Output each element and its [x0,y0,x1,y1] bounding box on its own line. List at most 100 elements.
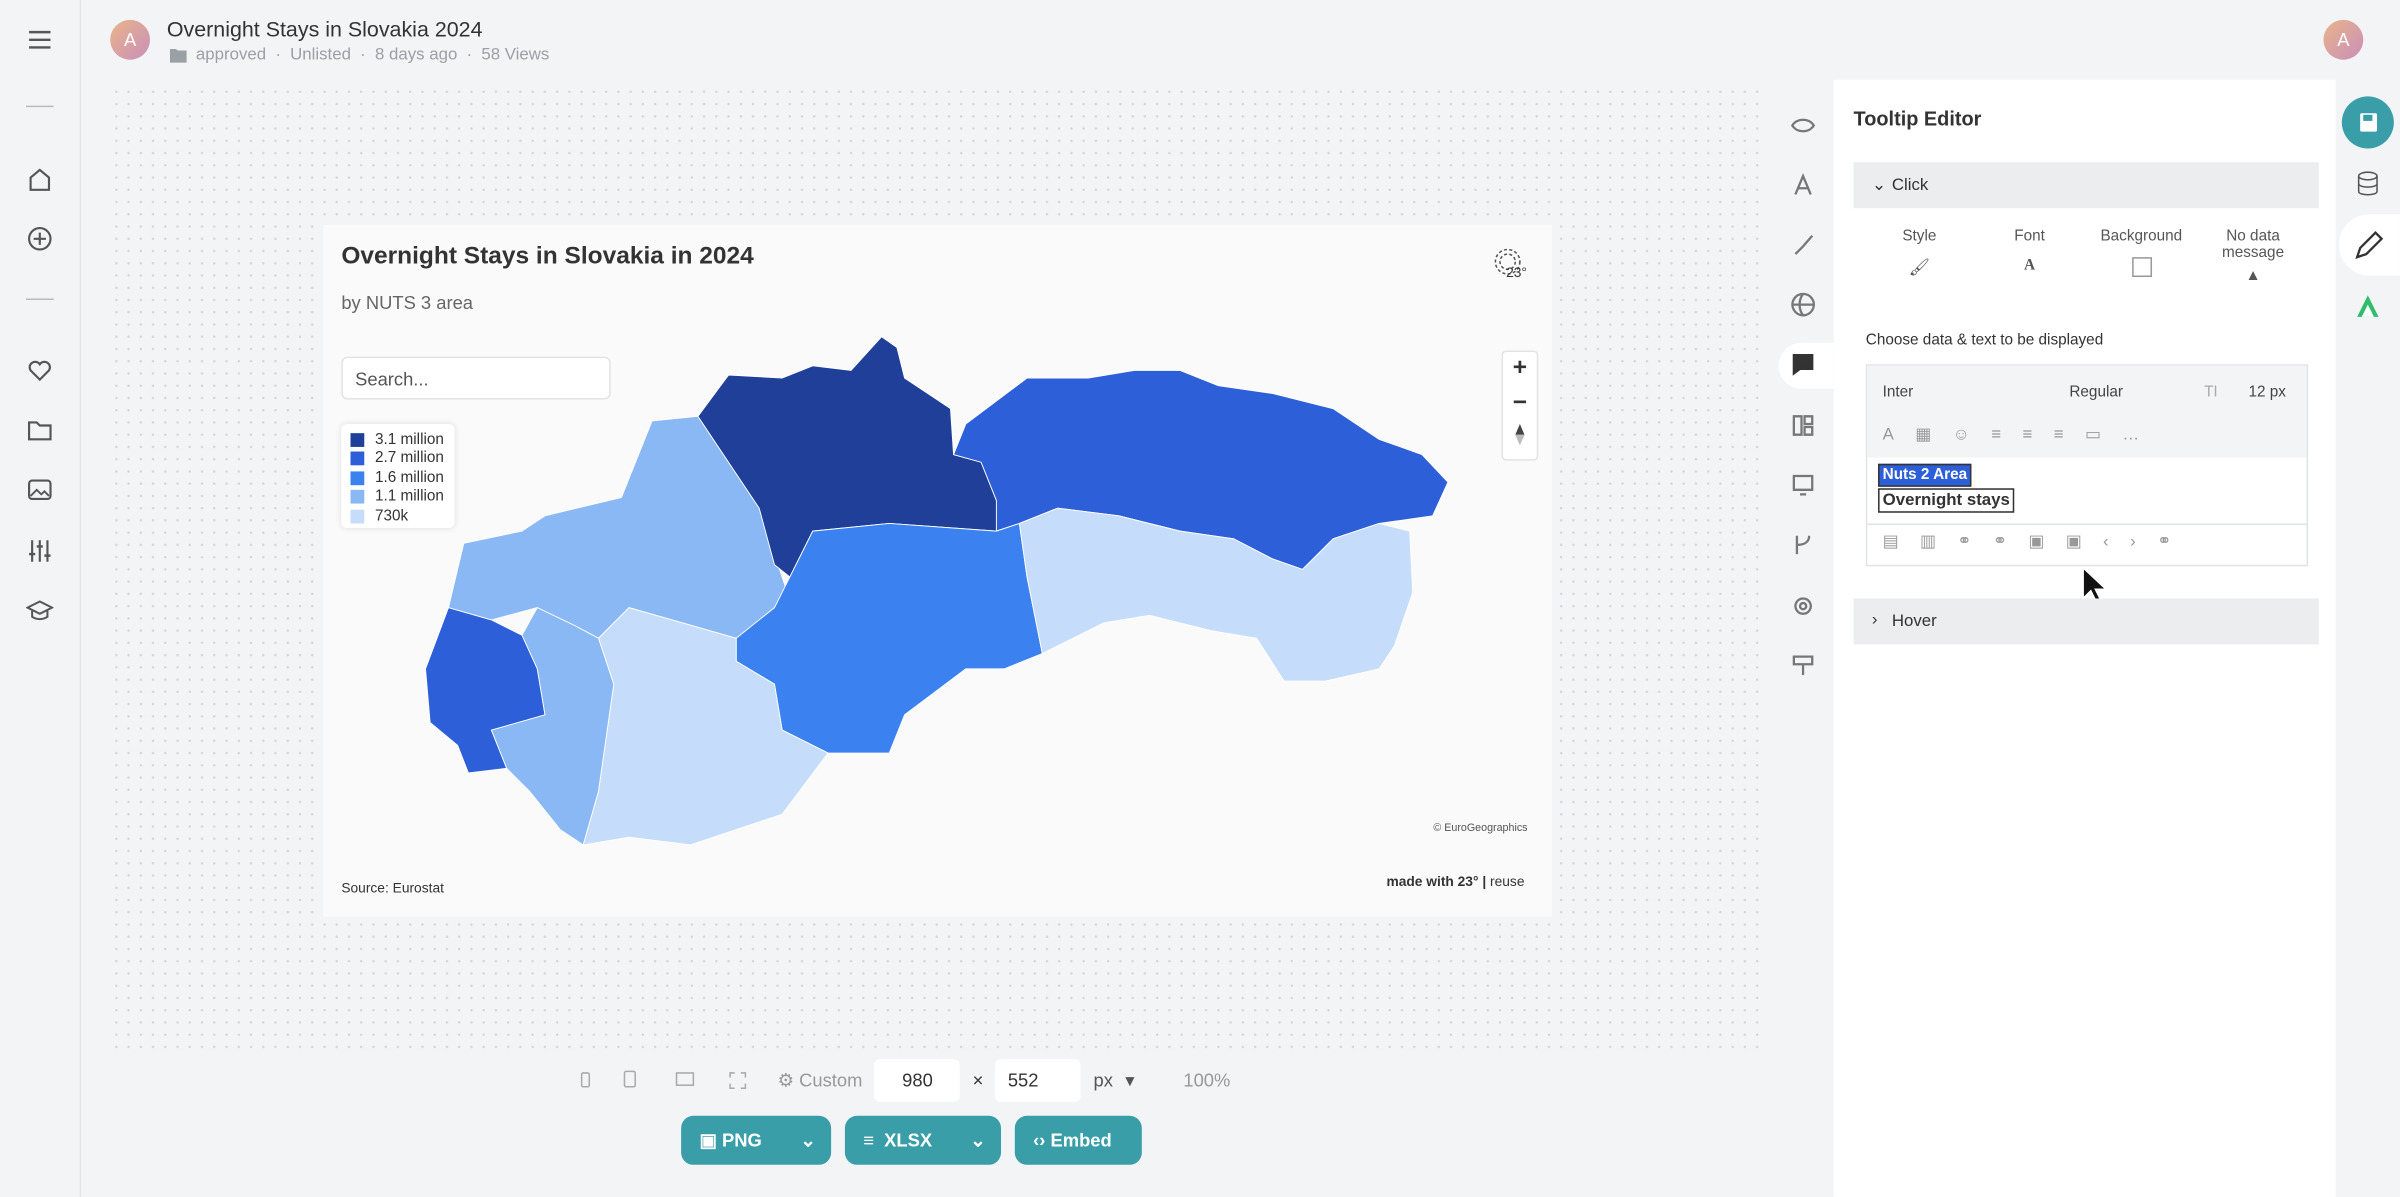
legend-swatch [350,433,365,447]
credit: made with 23° | reuse [1386,873,1525,890]
legend-item[interactable]: 1.1 million [350,489,444,505]
option-label: Font [2014,228,2045,245]
width-input[interactable]: 980 [874,1059,961,1103]
legend-item[interactable]: 730k [350,507,409,525]
legend-label: 1.6 million [374,469,444,487]
device-icons[interactable] [621,1070,661,1091]
tool-icon[interactable] [1791,413,1815,437]
sidebar [0,0,82,1197]
publish-icon[interactable] [2354,292,2382,320]
tool-icon[interactable] [1790,113,1816,137]
legend-item[interactable]: 3.1 million [350,432,444,448]
visibility: Unlisted [290,45,351,65]
legend-item[interactable]: 2.7 million [350,450,444,468]
tool-icon[interactable] [1791,594,1815,618]
preset[interactable]: ⚙ Custom [777,1069,863,1092]
meta: approved · Unlisted · 8 days ago · 58 Views [169,45,550,65]
chart-name: Overnight Stays in Slovakia 2024 [166,16,483,42]
legend-swatch [350,471,365,485]
reuse-link[interactable]: reuse [1490,873,1525,890]
compass[interactable] [1512,422,1527,446]
image-icon[interactable] [26,476,54,504]
home-icon[interactable] [26,165,54,193]
user-avatar[interactable]: A [2323,19,2364,60]
tooltip-field[interactable]: Nuts 2 Area [1878,463,1972,487]
add-icon[interactable] [26,225,54,253]
chart-card: Overnight Stays in Slovakia in 2024 by N… [322,224,1553,917]
logo: 23° [1492,246,1529,283]
legend-label: 2.7 million [374,450,444,468]
made-with: made with 23° [1386,873,1479,890]
option-label: Background [2100,228,2183,245]
legend-swatch [350,490,365,504]
embed-label: Embed [1050,1129,1112,1152]
font-select[interactable]: Inter [1882,384,1914,402]
device-icons[interactable] [726,1070,766,1091]
size-toolbar: ⚙ Custom 980 × 552 px ▾ 100% [569,1059,1231,1103]
edit-tab[interactable] [2338,214,2400,276]
tool-icon[interactable] [1791,473,1815,497]
height-input[interactable]: 552 [995,1059,1082,1103]
save-button[interactable] [2341,96,2394,149]
folder-icon[interactable] [26,416,54,444]
updated: 8 days ago [374,45,458,65]
section-hover[interactable]: › Hover [1853,598,2319,645]
embed-button[interactable]: ‹› Embed [1014,1115,1142,1165]
search-box[interactable]: Search... [341,356,611,400]
section-label: Click [1891,176,1929,195]
text-editor: Inter Regular TI 12 px A▦☺≡≡≡▭… Nuts 2 A… [1865,364,2309,567]
png-button[interactable]: ▣ PNG ⌄ [681,1115,832,1165]
option[interactable]: No data message ▲ [2199,228,2306,285]
status: approved [195,45,267,65]
option-label: No data message [2221,228,2285,262]
region[interactable] [1018,507,1414,682]
zoom-in[interactable]: + [1512,355,1528,382]
unit-dropdown[interactable]: ▾ [1125,1069,1135,1092]
zoom-controls: + − [1501,350,1539,461]
legend-label: 730k [374,507,409,525]
avatar[interactable]: A [110,19,150,60]
option-label: Style [1902,228,1937,245]
menu-icon[interactable] [26,26,54,54]
xlsx-button[interactable]: ≡ XLSX ⌄ [844,1115,1002,1165]
device-icons[interactable] [569,1070,609,1091]
option[interactable]: Style 🖌 [1866,228,1973,277]
settings-icon[interactable] [26,537,54,565]
times: × [972,1069,984,1092]
section-click[interactable]: ⌄ Click [1853,162,2319,209]
section-label: Hover [1891,612,1937,631]
learn-icon[interactable] [26,597,54,625]
tool-icon[interactable] [1791,654,1815,678]
region[interactable] [425,607,546,774]
logo-text: 23° [1506,264,1527,281]
option[interactable]: Background [2088,228,2195,278]
png-label: PNG [721,1129,762,1152]
tool-icon[interactable] [1791,233,1815,257]
tooltip-field[interactable]: Overnight stays [1878,488,2015,513]
legend-item[interactable]: 1.6 million [350,469,444,487]
attribution: © EuroGeographics [1433,822,1527,834]
tool-icon[interactable] [1791,352,1815,376]
unit: px [1093,1069,1113,1092]
size-input[interactable]: 12 px [2248,384,2286,402]
favorites-icon[interactable] [26,357,54,385]
panel-title: Tooltip Editor [1853,107,1982,131]
choose-label: Choose data & text to be displayed [1865,332,2104,349]
map: © EuroGeographics [425,336,1528,846]
folder-mini [169,48,187,62]
insert-bar[interactable]: ▤▥⚭⚭▣▣‹›⚭ [1882,532,2193,552]
format-bar[interactable]: A▦☺≡≡≡▭… [1882,425,2161,444]
device-icons[interactable] [673,1070,713,1091]
zoom-level: 100% [1183,1069,1231,1092]
weight-select[interactable]: Regular [2069,384,2123,402]
option[interactable]: Font A [1976,228,2083,274]
views: 58 Views [481,45,550,65]
zoom-out[interactable]: − [1512,390,1528,417]
tool-icon[interactable] [1791,533,1815,557]
card-subtitle: by NUTS 3 area [341,292,474,314]
tool-icon[interactable] [1791,173,1815,197]
preset-label: Custom [799,1069,863,1092]
tool-icon[interactable] [1791,292,1815,317]
data-icon[interactable] [2354,170,2382,198]
